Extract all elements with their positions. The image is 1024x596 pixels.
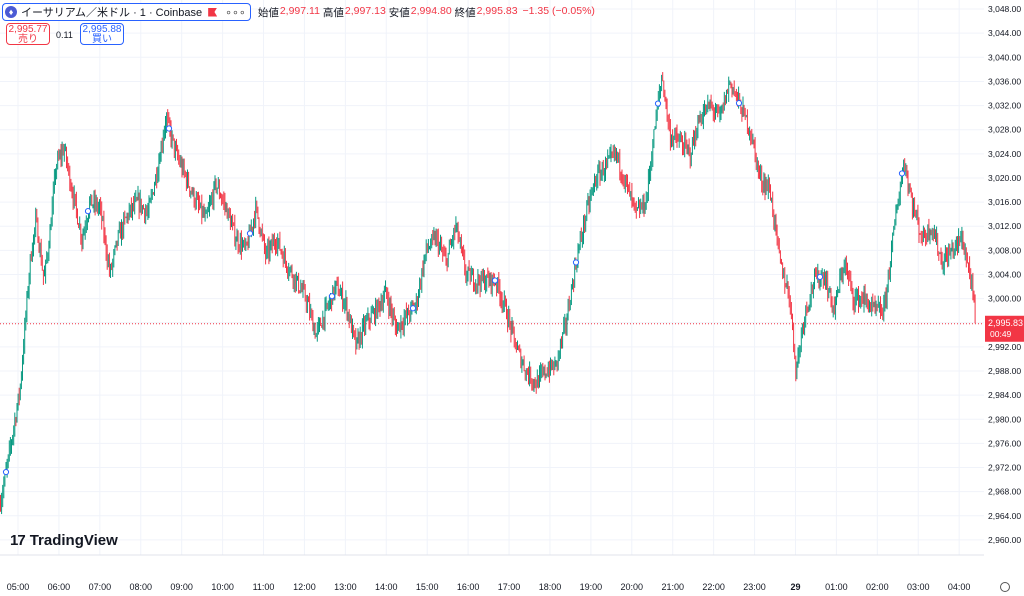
- event-marker-icon[interactable]: [328, 293, 336, 300]
- x-tick-label: 10:00: [211, 582, 234, 592]
- event-marker-icon[interactable]: [898, 170, 906, 177]
- x-tick-label: 05:00: [7, 582, 30, 592]
- y-tick-label: 2,968.00: [988, 487, 1021, 497]
- last-price-label: 2,995.83 00:49: [985, 315, 1024, 342]
- tradingview-logo-icon: 17: [10, 532, 26, 549]
- y-tick-label: 2,988.00: [988, 366, 1021, 376]
- y-tick-label: 3,040.00: [988, 52, 1021, 62]
- change-value: −1.35 (−0.05%): [522, 4, 595, 17]
- buy-price: 2,995.88: [82, 24, 122, 35]
- event-marker-icon[interactable]: [735, 100, 743, 107]
- x-tick-label: 01:00: [825, 582, 848, 592]
- low-value: 2,994.80: [410, 4, 452, 17]
- y-tick-label: 3,032.00: [988, 101, 1021, 111]
- tradingview-logo[interactable]: 17 TradingView: [10, 532, 118, 549]
- y-tick-label: 3,000.00: [988, 294, 1021, 304]
- x-tick-label: 15:00: [416, 582, 439, 592]
- x-tick-label: 23:00: [743, 582, 766, 592]
- spread-value: 0.11: [56, 30, 73, 40]
- x-tick-label: 21:00: [661, 582, 684, 592]
- x-tick-label: 08:00: [129, 582, 152, 592]
- open-label: 始値: [257, 6, 279, 19]
- flag-icon[interactable]: [208, 7, 218, 17]
- x-tick-label: 09:00: [170, 582, 193, 592]
- close-label: 終値: [454, 6, 476, 19]
- ohlc-values: 始値 2,997.11 高値 2,997.13 安値 2,994.80 終値 2,995…: [255, 5, 595, 20]
- y-tick-label: 3,004.00: [988, 269, 1021, 279]
- y-tick-label: 2,960.00: [988, 535, 1021, 545]
- x-tick-label: 13:00: [334, 582, 357, 592]
- high-value: 2,997.13: [344, 4, 386, 17]
- event-marker-icon[interactable]: [491, 277, 499, 284]
- ethereum-icon: ♦: [5, 6, 17, 18]
- y-tick-label: 3,024.00: [988, 149, 1021, 159]
- low-label: 安値: [388, 6, 410, 19]
- buy-button[interactable]: 2,995.88 買い: [80, 23, 124, 45]
- sell-price: 2,995.77: [8, 24, 48, 35]
- logo-text: TradingView: [29, 532, 118, 549]
- countdown-timer: 00:49: [990, 329, 1012, 339]
- y-tick-label: 2,984.00: [988, 390, 1021, 400]
- y-tick-label: 3,020.00: [988, 173, 1021, 183]
- event-marker-icon[interactable]: [84, 208, 92, 215]
- x-tick-label: 04:00: [948, 582, 971, 592]
- y-tick-label: 3,016.00: [988, 197, 1021, 207]
- x-tick-label: 11:00: [253, 582, 275, 592]
- x-tick-label: 02:00: [866, 582, 889, 592]
- high-label: 高値: [322, 6, 344, 19]
- y-tick-label: 2,992.00: [988, 342, 1021, 352]
- x-tick-label: 18:00: [539, 582, 562, 592]
- symbol-selector[interactable]: ♦ イーサリアム／米ドル · 1 · Coinbase ∘∘∘: [2, 3, 251, 21]
- open-value: 2,997.11: [279, 4, 320, 17]
- x-tick-label: 03:00: [907, 582, 930, 592]
- last-price-value: 2,995.83: [988, 318, 1023, 328]
- x-tick-label: 16:00: [457, 582, 480, 592]
- y-tick-label: 3,008.00: [988, 245, 1021, 255]
- x-tick-label: 20:00: [621, 582, 644, 592]
- event-marker-icon[interactable]: [246, 230, 254, 237]
- event-marker-icon[interactable]: [572, 259, 580, 266]
- symbol-title: イーサリアム／米ドル · 1 · Coinbase: [21, 7, 203, 19]
- buy-label: 買い: [92, 34, 112, 45]
- event-marker-icon[interactable]: [654, 100, 662, 107]
- y-tick-label: 3,048.00: [988, 4, 1021, 14]
- x-tick-label: 29: [790, 582, 800, 592]
- event-marker-icon[interactable]: [409, 305, 417, 312]
- x-tick-label: 19:00: [580, 582, 603, 592]
- y-tick-label: 2,964.00: [988, 511, 1021, 521]
- y-tick-label: 2,976.00: [988, 438, 1021, 448]
- more-options-icon[interactable]: ∘∘∘: [225, 6, 246, 19]
- close-value: 2,995.83: [476, 4, 518, 17]
- event-marker-icon[interactable]: [165, 125, 173, 132]
- y-tick-label: 2,972.00: [988, 463, 1021, 473]
- x-tick-label: 06:00: [48, 582, 71, 592]
- x-tick-label: 07:00: [89, 582, 112, 592]
- y-tick-label: 3,036.00: [988, 76, 1021, 86]
- x-tick-label: 22:00: [702, 582, 725, 592]
- y-tick-label: 3,044.00: [988, 28, 1021, 38]
- settings-icon[interactable]: [1000, 582, 1010, 592]
- y-tick-label: 2,980.00: [988, 414, 1021, 424]
- x-tick-label: 12:00: [293, 582, 316, 592]
- chart-header: ♦ イーサリアム／米ドル · 1 · Coinbase ∘∘∘ 始値 2,997.…: [2, 3, 595, 21]
- sell-button[interactable]: 2,995.77 売り: [6, 23, 50, 45]
- event-marker-icon[interactable]: [2, 468, 10, 476]
- y-tick-label: 3,028.00: [988, 125, 1021, 135]
- sell-label: 売り: [18, 34, 38, 45]
- event-marker-icon[interactable]: [816, 273, 824, 280]
- x-tick-label: 17:00: [498, 582, 521, 592]
- x-tick-label: 14:00: [375, 582, 398, 592]
- y-tick-label: 3,012.00: [988, 221, 1021, 231]
